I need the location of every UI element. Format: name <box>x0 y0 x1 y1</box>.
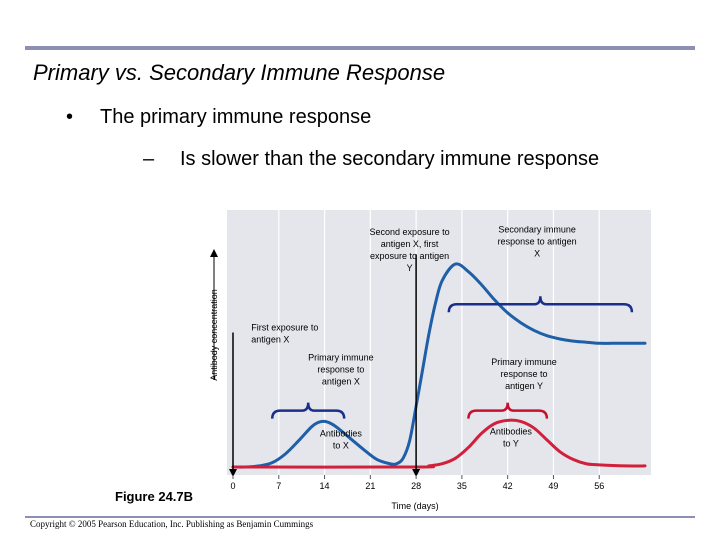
secondary-x-bracket <box>447 296 634 313</box>
top-divider <box>25 46 695 50</box>
x-axis-label: Time (days) <box>391 501 438 511</box>
bottom-divider <box>25 516 695 518</box>
slide-title: Primary vs. Secondary Immune Response <box>33 60 446 85</box>
first-exposure-label: First exposure to antigen X <box>251 322 318 344</box>
bullet-marker: • <box>66 106 74 128</box>
x-tick-label: 21 <box>365 481 375 491</box>
antibodies-y-line <box>231 418 647 469</box>
x-tick-label: 28 <box>411 481 421 491</box>
antibodies-x-label: Antibodies to X <box>320 429 363 451</box>
antibodies-x-line <box>231 262 647 469</box>
antibody-response-chart: 0 7 14 21 28 35 42 49 56 Antibody concentration … <box>209 210 651 511</box>
x-tick-label: 49 <box>548 481 558 491</box>
bullet-level-2: – Is slower than the secondary immune res… <box>143 148 599 171</box>
figure-label: Figure 24.7B <box>115 489 194 504</box>
secondary-response-x-label: Secondary immune response to antigen X <box>498 225 577 259</box>
bullet-level-1-text: The primary immune response <box>100 106 372 128</box>
dash-marker: – <box>143 148 155 170</box>
second-exposure-label: Second exposure to antigen X, first exposu… <box>370 227 450 273</box>
bullet-level-1: • The primary immune response <box>66 106 371 129</box>
bullet-level-2-text: Is slower than the secondary immune resp… <box>180 148 600 170</box>
primary-response-x-label: Primary immune response to antigen X <box>308 353 374 387</box>
x-tick-label: 56 <box>594 481 604 491</box>
x-tick-label: 0 <box>230 481 235 491</box>
copyright-notice: Copyright © 2005 Pearson Education, Inc.… <box>30 519 314 529</box>
primary-response-y-label: Primary immune response to antigen Y <box>491 357 557 391</box>
x-tick-label: 14 <box>320 481 330 491</box>
x-tick-label: 35 <box>457 481 467 491</box>
x-tick-label: 42 <box>503 481 513 491</box>
x-tick-label: 7 <box>276 481 281 491</box>
antibodies-y-label: Antibodies to Y <box>490 426 533 448</box>
